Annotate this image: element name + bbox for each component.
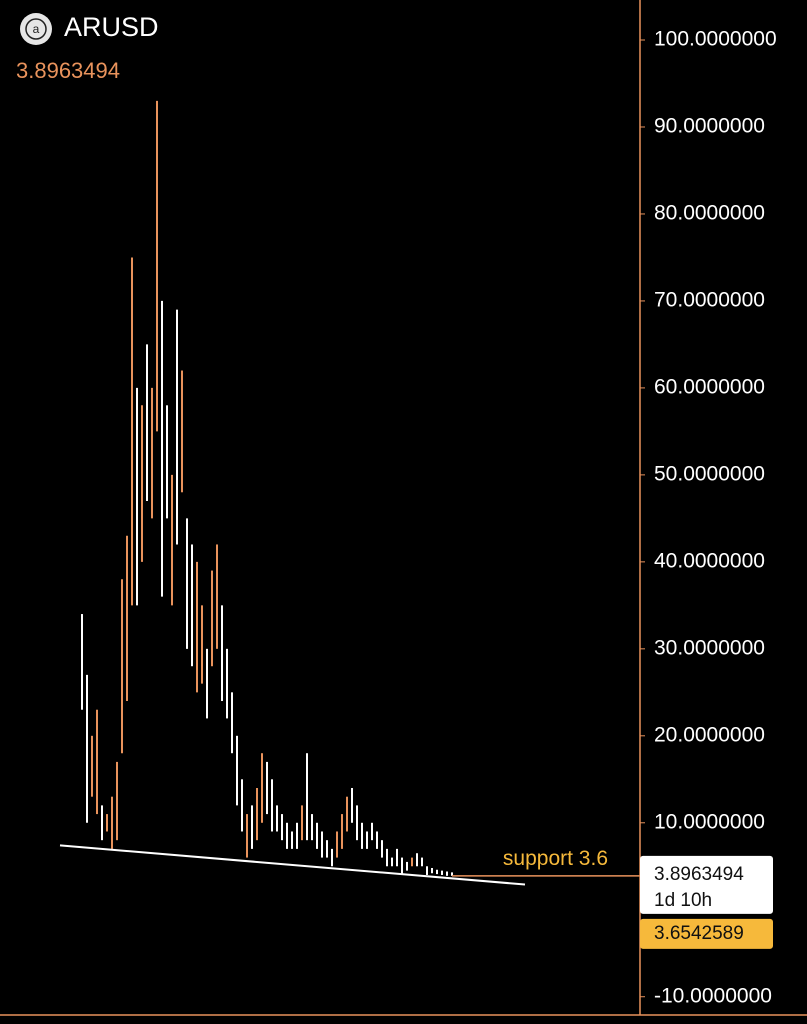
y-tick-label: 20.0000000 (654, 723, 765, 746)
y-tick-label: 80.0000000 (654, 202, 765, 225)
support-line (59, 844, 526, 886)
price-box (640, 855, 773, 914)
y-tick-label: 100.0000000 (654, 28, 777, 51)
price-box-value: 3.8963494 (654, 864, 744, 885)
last-price: 3.8963494 (16, 58, 120, 83)
y-tick-label: 90.0000000 (654, 115, 765, 138)
y-tick-label: 50.0000000 (654, 462, 765, 485)
support-label: support 3.6 (503, 847, 608, 870)
asset-icon-letter: a (33, 22, 40, 36)
y-tick-label: 60.0000000 (654, 375, 765, 398)
marker-price: 3.6542589 (654, 923, 744, 944)
y-tick-label: 30.0000000 (654, 636, 765, 659)
y-tick-label: 40.0000000 (654, 549, 765, 572)
marker-box (640, 918, 773, 949)
asset-icon (20, 13, 52, 45)
asset-icon-ring (25, 18, 47, 40)
y-tick-label: -10.0000000 (654, 984, 772, 1007)
chart-title: ARUSD (64, 12, 159, 42)
y-tick-label: 10.0000000 (654, 810, 765, 833)
y-tick-label: 70.0000000 (654, 288, 765, 311)
countdown: 1d 10h (654, 890, 712, 911)
